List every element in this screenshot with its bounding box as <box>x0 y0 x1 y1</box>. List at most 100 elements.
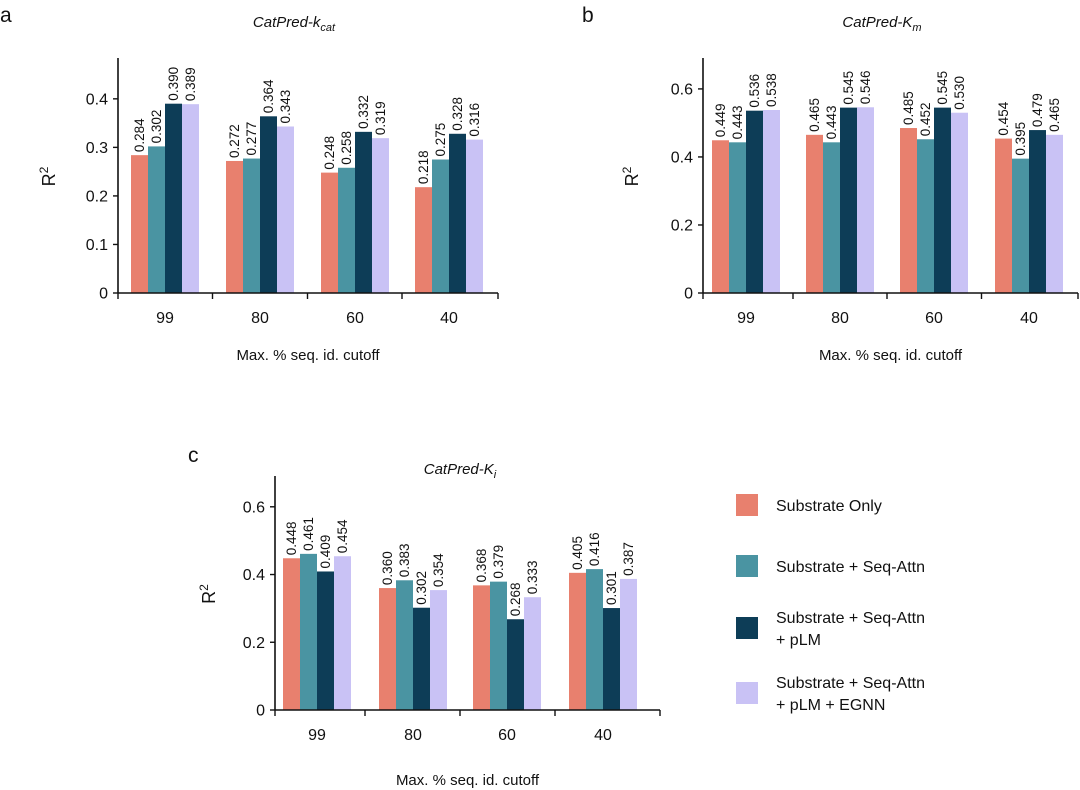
bar-b-s3-60 <box>951 112 968 293</box>
data-label: 0.485 <box>901 91 916 125</box>
bar-a-s0-99 <box>131 155 148 293</box>
bar-a-s0-40 <box>415 187 432 293</box>
bar-a-s1-99 <box>148 146 165 293</box>
legend-swatch <box>736 494 758 516</box>
legend: Substrate Only Substrate + Seq-Attn Substr… <box>736 494 925 714</box>
bar-c-s0-60 <box>473 585 490 710</box>
data-label: 0.379 <box>491 545 506 579</box>
x-tick-label: 60 <box>346 310 364 327</box>
y-axis-label: R2 <box>197 584 219 604</box>
x-axis-label: Max. % seq. id. cutoff <box>819 347 963 364</box>
data-label: 0.301 <box>604 571 619 605</box>
chart-title: CatPred-Ki <box>424 461 497 481</box>
legend-label: Substrate Only <box>776 498 882 515</box>
bar-c-s2-80 <box>413 607 430 710</box>
bar-c-s1-99 <box>300 553 317 710</box>
bar-b-s0-80 <box>806 134 823 293</box>
bar-b-s3-40 <box>1046 134 1063 293</box>
data-label: 0.545 <box>841 71 856 105</box>
chart-title: CatPred-Km <box>842 14 921 34</box>
x-axis-label: Max. % seq. id. cutoff <box>396 772 540 789</box>
bar-a-s2-80 <box>260 116 277 293</box>
data-label: 0.530 <box>952 76 967 110</box>
data-label: 0.218 <box>416 150 431 184</box>
x-tick-label: 40 <box>594 727 612 744</box>
data-label: 0.316 <box>467 103 482 137</box>
data-label: 0.302 <box>414 571 429 605</box>
data-label: 0.275 <box>433 123 448 157</box>
legend-swatch <box>736 555 758 577</box>
data-label: 0.546 <box>858 70 873 104</box>
data-label: 0.354 <box>431 553 446 587</box>
data-label: 0.390 <box>166 67 181 101</box>
chart-panel-c: c CatPred-Ki 0.448 0.360 0.368 0.405 0.461 0.38… <box>188 444 661 789</box>
y-tick-label: 0.4 <box>86 91 108 108</box>
y-axis-label: R2 <box>620 166 642 186</box>
data-label: 0.387 <box>621 542 636 576</box>
bar-a-s2-60 <box>355 131 372 293</box>
bar-c-s3-99 <box>334 556 351 710</box>
bar-c-s2-40 <box>603 608 620 710</box>
data-label: 0.333 <box>525 560 540 594</box>
bar-c-s1-80 <box>396 580 413 710</box>
data-label: 0.416 <box>587 532 602 566</box>
bar-b-s2-80 <box>840 107 857 293</box>
legend-label: Substrate + Seq-Attn <box>776 675 925 692</box>
data-label: 0.405 <box>570 536 585 570</box>
data-label: 0.268 <box>508 582 523 616</box>
data-label: 0.409 <box>318 535 333 569</box>
y-tick-label: 0.2 <box>671 217 693 234</box>
x-tick-label: 60 <box>925 310 943 327</box>
x-tick-label: 80 <box>251 310 269 327</box>
y-tick-label: 0 <box>684 286 693 303</box>
panel-letter: b <box>582 4 594 27</box>
bar-c-s1-40 <box>586 569 603 710</box>
y-tick-label: 0.2 <box>86 188 108 205</box>
x-tick-label: 99 <box>308 727 326 744</box>
panel-letter: a <box>0 4 12 27</box>
bar-b-s0-99 <box>712 140 729 293</box>
y-tick-label: 0 <box>256 703 265 720</box>
data-label: 0.452 <box>918 102 933 136</box>
bar-b-s2-60 <box>934 107 951 293</box>
data-label: 0.538 <box>764 73 779 107</box>
data-label: 0.448 <box>284 521 299 555</box>
x-tick-label: 60 <box>498 727 516 744</box>
y-axis-label: R2 <box>37 166 59 186</box>
data-label: 0.302 <box>149 110 164 144</box>
legend-label: Substrate + Seq-Attn <box>776 559 925 576</box>
bar-b-s3-80 <box>857 107 874 293</box>
bar-c-s3-40 <box>620 578 637 710</box>
y-tick-label: 0.6 <box>243 499 265 516</box>
data-label: 0.272 <box>227 124 242 158</box>
data-label: 0.319 <box>373 101 388 135</box>
bar-c-s0-80 <box>379 588 396 710</box>
x-tick-label: 40 <box>1020 310 1038 327</box>
data-label: 0.383 <box>397 543 412 577</box>
y-tick-label: 0.4 <box>243 567 265 584</box>
data-label: 0.328 <box>450 97 465 131</box>
legend-label: + pLM <box>776 632 821 649</box>
bar-a-s3-80 <box>277 126 294 294</box>
panel-letter: c <box>188 444 199 467</box>
y-tick-label: 0.3 <box>86 140 108 157</box>
data-label: 0.368 <box>474 549 489 583</box>
bar-b-s1-60 <box>917 139 934 293</box>
data-label: 0.277 <box>244 122 259 156</box>
legend-label: Substrate + Seq-Attn <box>776 610 925 627</box>
y-tick-label: 0.6 <box>671 81 693 98</box>
x-tick-label: 99 <box>737 310 755 327</box>
bar-a-s0-60 <box>321 172 338 293</box>
bar-b-s0-40 <box>995 138 1012 293</box>
data-label: 0.258 <box>339 131 354 165</box>
data-label: 0.449 <box>713 103 728 137</box>
bar-b-s2-99 <box>746 110 763 293</box>
legend-swatch <box>736 617 758 639</box>
bar-a-s0-80 <box>226 160 243 293</box>
bar-a-s2-99 <box>165 103 182 293</box>
data-label: 0.364 <box>261 79 276 113</box>
bar-c-s0-40 <box>569 572 586 710</box>
bar-c-s2-60 <box>507 619 524 710</box>
